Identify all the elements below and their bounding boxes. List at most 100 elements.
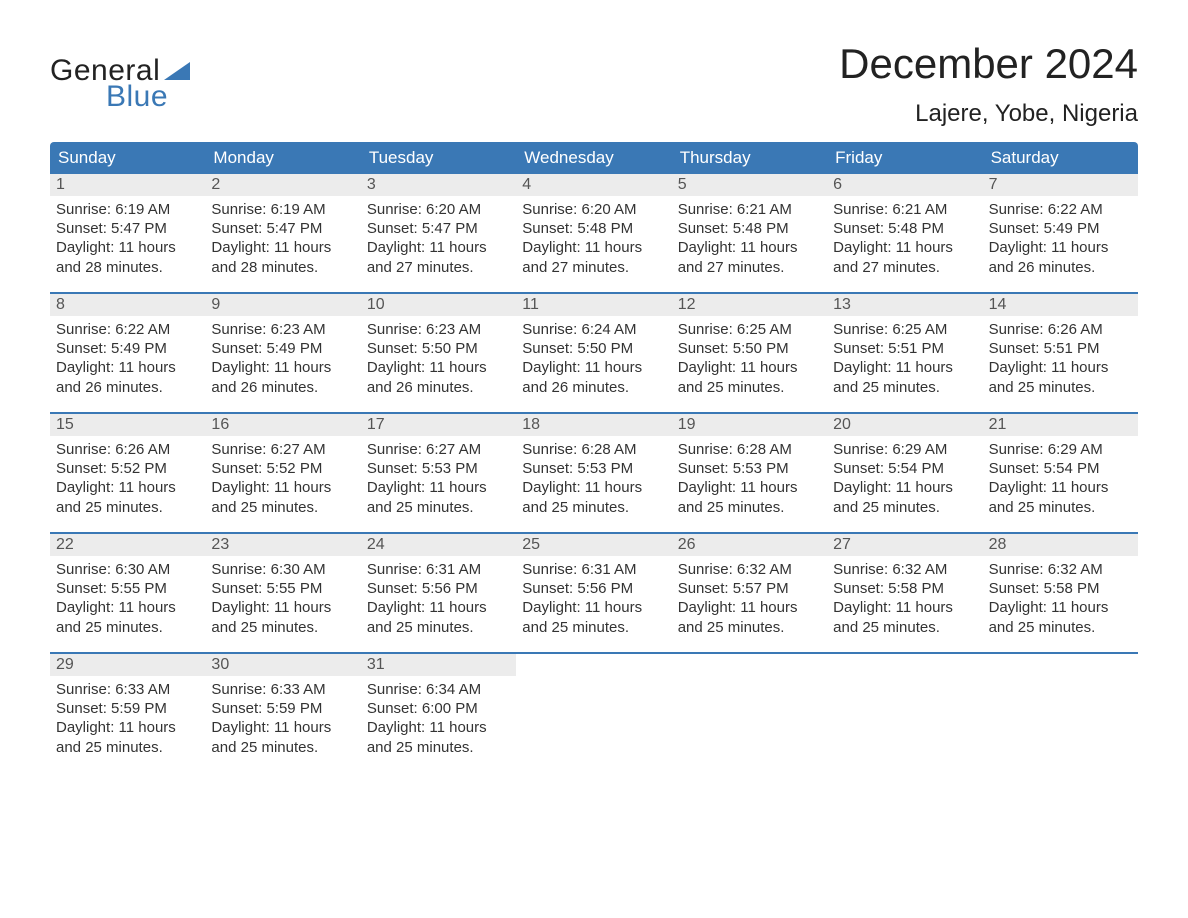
- day-sunset: Sunset: 5:52 PM: [56, 459, 199, 478]
- day-day2: and 25 minutes.: [522, 498, 665, 517]
- day-sunset: Sunset: 5:48 PM: [678, 219, 821, 238]
- day-number: 17: [361, 414, 516, 436]
- day-cell: 24Sunrise: 6:31 AMSunset: 5:56 PMDayligh…: [361, 534, 516, 652]
- day-cell: 20Sunrise: 6:29 AMSunset: 5:54 PMDayligh…: [827, 414, 982, 532]
- day-body: Sunrise: 6:30 AMSunset: 5:55 PMDaylight:…: [50, 556, 205, 645]
- day-body: Sunrise: 6:23 AMSunset: 5:50 PMDaylight:…: [361, 316, 516, 405]
- day-day1: Daylight: 11 hours: [367, 358, 510, 377]
- logo-flag-icon: [164, 62, 190, 80]
- day-day1: Daylight: 11 hours: [522, 598, 665, 617]
- day-body: Sunrise: 6:27 AMSunset: 5:52 PMDaylight:…: [205, 436, 360, 525]
- weekday-saturday: Saturday: [983, 142, 1138, 174]
- day-sunrise: Sunrise: 6:31 AM: [522, 560, 665, 579]
- day-sunrise: Sunrise: 6:27 AM: [367, 440, 510, 459]
- day-number: 18: [516, 414, 671, 436]
- day-body: Sunrise: 6:22 AMSunset: 5:49 PMDaylight:…: [983, 196, 1138, 285]
- day-day2: and 25 minutes.: [367, 498, 510, 517]
- day-day2: and 27 minutes.: [678, 258, 821, 277]
- day-sunset: Sunset: 5:59 PM: [211, 699, 354, 718]
- day-day2: and 26 minutes.: [367, 378, 510, 397]
- day-number: 13: [827, 294, 982, 316]
- day-sunrise: Sunrise: 6:23 AM: [367, 320, 510, 339]
- day-sunset: Sunset: 5:49 PM: [56, 339, 199, 358]
- day-number: 16: [205, 414, 360, 436]
- calendar: SundayMondayTuesdayWednesdayThursdayFrid…: [50, 142, 1138, 772]
- day-number: 9: [205, 294, 360, 316]
- day-sunset: Sunset: 5:54 PM: [833, 459, 976, 478]
- day-sunset: Sunset: 5:57 PM: [678, 579, 821, 598]
- day-number: 21: [983, 414, 1138, 436]
- day-sunset: Sunset: 6:00 PM: [367, 699, 510, 718]
- day-day2: and 25 minutes.: [367, 738, 510, 757]
- day-day2: and 25 minutes.: [833, 498, 976, 517]
- day-sunset: Sunset: 5:54 PM: [989, 459, 1132, 478]
- day-sunrise: Sunrise: 6:32 AM: [833, 560, 976, 579]
- day-sunset: Sunset: 5:47 PM: [211, 219, 354, 238]
- day-number: 8: [50, 294, 205, 316]
- day-number: 24: [361, 534, 516, 556]
- day-sunset: Sunset: 5:53 PM: [522, 459, 665, 478]
- day-cell: 7Sunrise: 6:22 AMSunset: 5:49 PMDaylight…: [983, 174, 1138, 292]
- day-sunrise: Sunrise: 6:22 AM: [989, 200, 1132, 219]
- day-cell: 21Sunrise: 6:29 AMSunset: 5:54 PMDayligh…: [983, 414, 1138, 532]
- logo-text-blue: Blue: [106, 80, 168, 114]
- day-number: 12: [672, 294, 827, 316]
- day-sunset: Sunset: 5:50 PM: [522, 339, 665, 358]
- day-body: Sunrise: 6:32 AMSunset: 5:58 PMDaylight:…: [827, 556, 982, 645]
- day-cell: 23Sunrise: 6:30 AMSunset: 5:55 PMDayligh…: [205, 534, 360, 652]
- day-sunrise: Sunrise: 6:32 AM: [989, 560, 1132, 579]
- day-body: Sunrise: 6:33 AMSunset: 5:59 PMDaylight:…: [205, 676, 360, 765]
- day-body: Sunrise: 6:34 AMSunset: 6:00 PMDaylight:…: [361, 676, 516, 765]
- day-cell: 29Sunrise: 6:33 AMSunset: 5:59 PMDayligh…: [50, 654, 205, 772]
- day-cell: [827, 654, 982, 772]
- day-cell: 8Sunrise: 6:22 AMSunset: 5:49 PMDaylight…: [50, 294, 205, 412]
- day-sunset: Sunset: 5:48 PM: [833, 219, 976, 238]
- day-body: Sunrise: 6:32 AMSunset: 5:58 PMDaylight:…: [983, 556, 1138, 645]
- day-day1: Daylight: 11 hours: [678, 478, 821, 497]
- day-body: Sunrise: 6:27 AMSunset: 5:53 PMDaylight:…: [361, 436, 516, 525]
- day-day2: and 28 minutes.: [211, 258, 354, 277]
- day-sunrise: Sunrise: 6:26 AM: [989, 320, 1132, 339]
- day-day1: Daylight: 11 hours: [833, 358, 976, 377]
- day-sunrise: Sunrise: 6:27 AM: [211, 440, 354, 459]
- day-number: 2: [205, 174, 360, 196]
- page-title: December 2024: [839, 40, 1138, 88]
- day-body: Sunrise: 6:25 AMSunset: 5:50 PMDaylight:…: [672, 316, 827, 405]
- day-day1: Daylight: 11 hours: [522, 478, 665, 497]
- day-day2: and 25 minutes.: [56, 498, 199, 517]
- day-sunrise: Sunrise: 6:20 AM: [367, 200, 510, 219]
- day-sunset: Sunset: 5:49 PM: [211, 339, 354, 358]
- weekday-thursday: Thursday: [672, 142, 827, 174]
- location-text: Lajere, Yobe, Nigeria: [839, 100, 1138, 128]
- day-cell: 9Sunrise: 6:23 AMSunset: 5:49 PMDaylight…: [205, 294, 360, 412]
- day-number: 10: [361, 294, 516, 316]
- day-day1: Daylight: 11 hours: [678, 598, 821, 617]
- day-sunset: Sunset: 5:55 PM: [56, 579, 199, 598]
- day-body: Sunrise: 6:21 AMSunset: 5:48 PMDaylight:…: [672, 196, 827, 285]
- day-day2: and 25 minutes.: [56, 738, 199, 757]
- day-number: 3: [361, 174, 516, 196]
- day-body: Sunrise: 6:19 AMSunset: 5:47 PMDaylight:…: [50, 196, 205, 285]
- day-sunset: Sunset: 5:51 PM: [833, 339, 976, 358]
- day-day2: and 25 minutes.: [211, 618, 354, 637]
- day-day1: Daylight: 11 hours: [211, 238, 354, 257]
- day-body: Sunrise: 6:29 AMSunset: 5:54 PMDaylight:…: [827, 436, 982, 525]
- day-number: 23: [205, 534, 360, 556]
- day-day2: and 25 minutes.: [678, 378, 821, 397]
- day-number: 30: [205, 654, 360, 676]
- day-sunset: Sunset: 5:51 PM: [989, 339, 1132, 358]
- day-day1: Daylight: 11 hours: [211, 358, 354, 377]
- day-body: Sunrise: 6:19 AMSunset: 5:47 PMDaylight:…: [205, 196, 360, 285]
- day-day1: Daylight: 11 hours: [833, 478, 976, 497]
- day-day2: and 25 minutes.: [211, 498, 354, 517]
- day-day1: Daylight: 11 hours: [989, 598, 1132, 617]
- day-day2: and 25 minutes.: [367, 618, 510, 637]
- day-sunset: Sunset: 5:59 PM: [56, 699, 199, 718]
- day-day1: Daylight: 11 hours: [989, 478, 1132, 497]
- day-sunset: Sunset: 5:53 PM: [678, 459, 821, 478]
- day-day2: and 27 minutes.: [367, 258, 510, 277]
- day-cell: 5Sunrise: 6:21 AMSunset: 5:48 PMDaylight…: [672, 174, 827, 292]
- day-day1: Daylight: 11 hours: [56, 718, 199, 737]
- day-sunset: Sunset: 5:52 PM: [211, 459, 354, 478]
- day-sunset: Sunset: 5:50 PM: [367, 339, 510, 358]
